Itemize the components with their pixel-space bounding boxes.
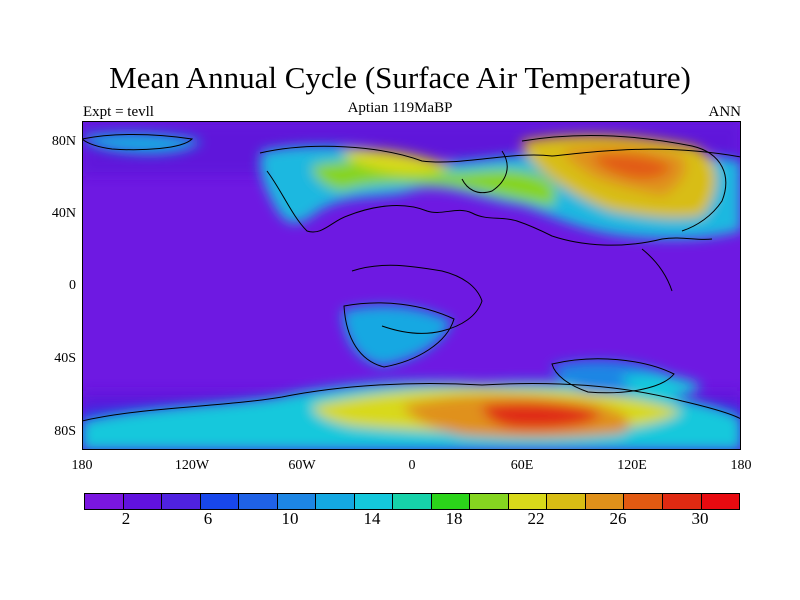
colorbar-label-6: 6 [203, 509, 213, 528]
lat-tick-40n: 40N [51, 206, 76, 221]
colorbar-swatch [508, 494, 548, 509]
experiment-label: Expt = tevll [83, 104, 154, 120]
lon-tick-120w: 120W [174, 458, 210, 473]
colorbar-swatch [354, 494, 394, 509]
lon-tick-180w: 180 [71, 458, 93, 473]
colorbar-label-18: 18 [445, 509, 463, 528]
southern-continent-field [82, 305, 741, 450]
colorbar-label-26: 26 [609, 509, 627, 528]
map-title: Mean Annual Cycle (Surface Air Temperatu… [109, 60, 691, 95]
colorbar-swatch [162, 494, 201, 509]
lat-tick-0: 0 [69, 278, 76, 293]
colorbar [84, 493, 740, 510]
period-label: Aptian 119MaBP [347, 100, 453, 116]
colorbar-swatch [585, 494, 625, 509]
lon-tick-60e: 60E [510, 458, 534, 473]
lon-tick-180e: 180 [730, 458, 752, 473]
colorbar-swatch [393, 494, 432, 509]
lon-tick-120e: 120E [617, 458, 647, 473]
colorbar-label-30: 30 [691, 509, 709, 528]
map-border [82, 121, 741, 450]
lon-tick-0: 0 [408, 458, 416, 473]
lat-tick-80s: 80S [54, 424, 76, 439]
lat-tick-40s: 40S [54, 351, 76, 366]
colorbar-swatch [316, 494, 355, 509]
lat-tick-80n: 80N [51, 134, 76, 149]
colorbar-label-22: 22 [527, 509, 545, 528]
colorbar-swatch [277, 494, 317, 509]
colorbar-swatch [662, 494, 702, 509]
northern-continent-field [82, 133, 741, 240]
coastlines [82, 134, 741, 422]
colorbar-label-2: 2 [121, 509, 131, 528]
colorbar-swatch [547, 494, 586, 509]
colorbar-swatch [470, 494, 509, 509]
colorbar-swatch [624, 494, 663, 509]
colorbar-swatch [701, 494, 740, 509]
colorbar-swatch [239, 494, 278, 509]
colorbar-swatch [431, 494, 471, 509]
temperature-map [82, 121, 741, 450]
colorbar-label-14: 14 [363, 509, 381, 528]
lon-tick-60w: 60W [288, 458, 316, 473]
colorbar-swatch [123, 494, 163, 509]
colorbar-swatch [85, 494, 124, 509]
colorbar-swatch [200, 494, 240, 509]
colorbar-label-10: 10 [281, 509, 299, 528]
season-label: ANN [708, 104, 742, 120]
